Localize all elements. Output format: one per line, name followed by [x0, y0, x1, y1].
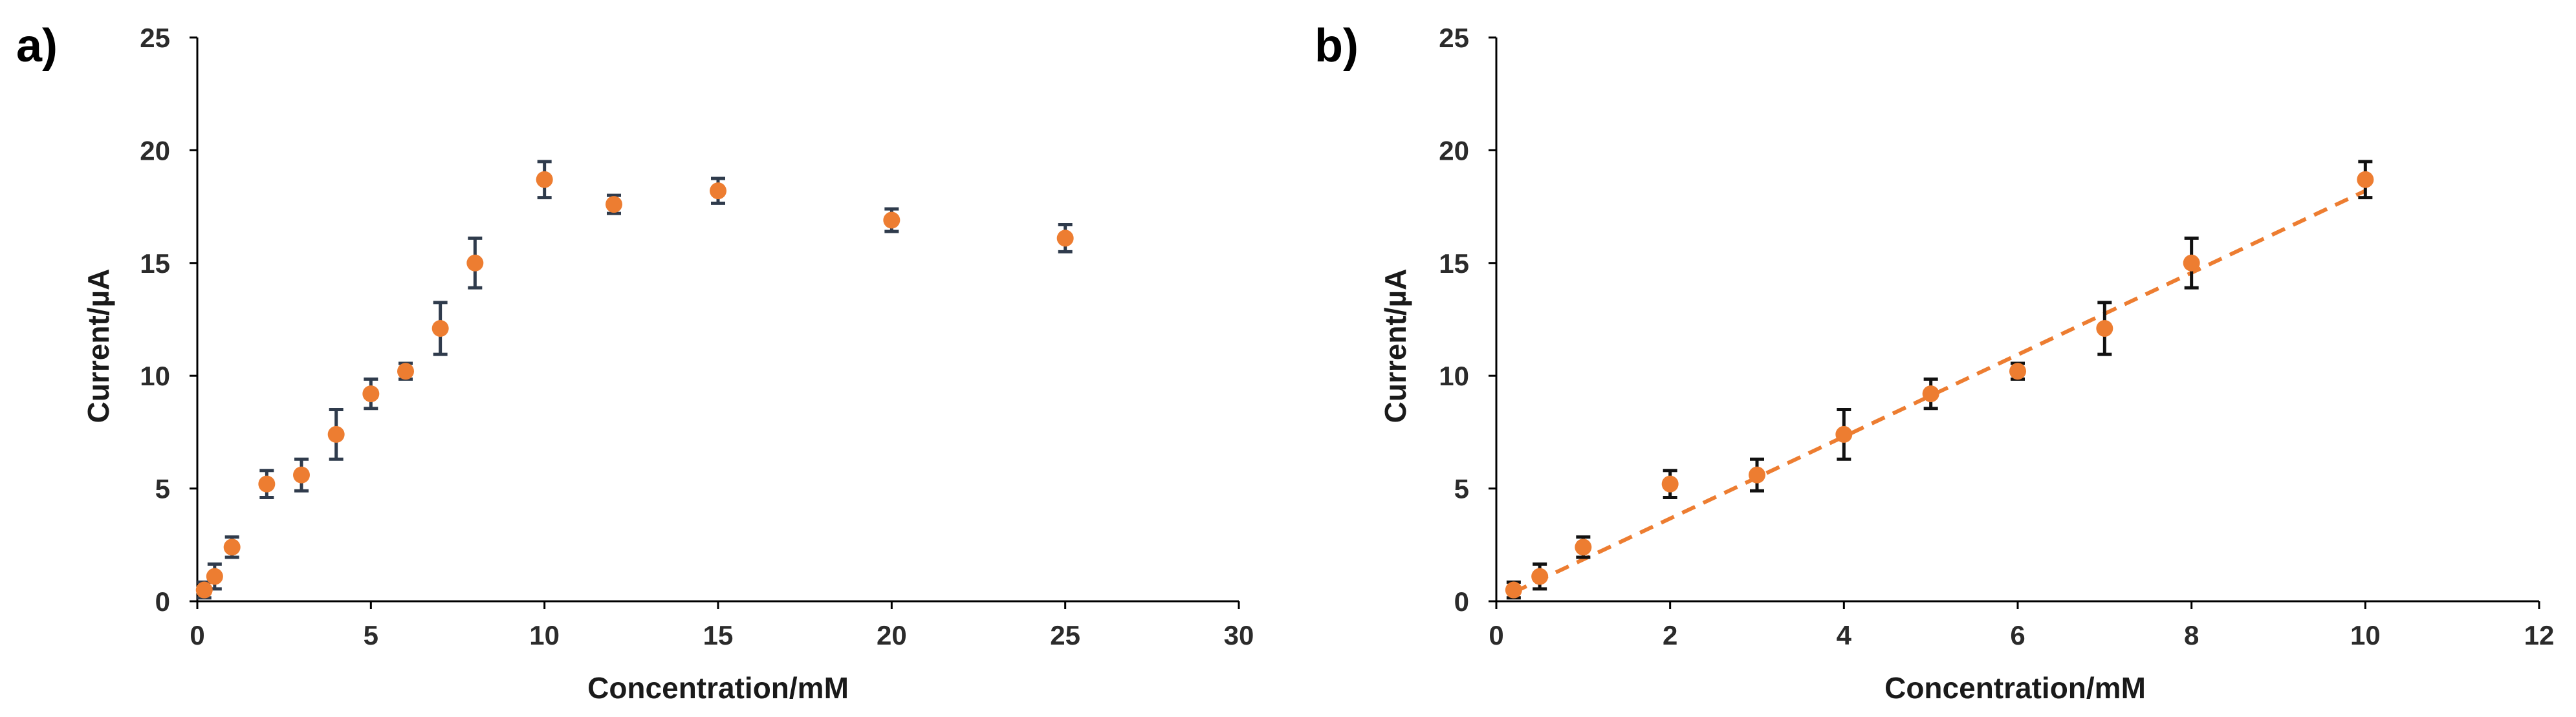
chart-panel-b: b) Current/µA Concentration/mM 051015202…	[1315, 20, 2554, 705]
data-point	[2183, 254, 2200, 272]
y-tick-label: 25	[140, 23, 170, 53]
data-point	[1505, 581, 1522, 599]
y-tick-label: 25	[1439, 23, 1469, 53]
panel-label: a)	[16, 20, 58, 72]
y-tick-label: 0	[155, 586, 170, 617]
x-tick-label: 25	[1050, 620, 1080, 650]
data-point	[397, 363, 414, 380]
chart-panel-a: a) Current/µA Concentration/mM 0 5 10 15 20 2…	[16, 20, 1254, 705]
x-tick-label: 10	[529, 620, 560, 650]
y-tick-label: 5	[155, 474, 170, 504]
data-point	[195, 581, 213, 599]
data-point	[1575, 539, 1592, 556]
data-point	[1922, 385, 1939, 403]
data-point	[2009, 363, 2026, 380]
data-point	[258, 475, 276, 493]
x-tick-label: 6	[2010, 620, 2025, 650]
panel-label: b)	[1315, 20, 1359, 72]
data-point	[293, 466, 310, 484]
plot-area: 0 5 10 15 20 25 0 2 4 6 8 10 12	[1439, 23, 2554, 650]
data-point	[710, 182, 726, 200]
data-point	[466, 254, 484, 272]
data-point	[2096, 319, 2113, 337]
y-tick-label: 5	[1454, 474, 1469, 504]
data-point	[1749, 466, 1765, 484]
x-tick-label: 5	[364, 620, 378, 650]
y-axis-title: Current/µA	[82, 269, 115, 423]
plot-area: 0 5 10 15 20 25 0 5 10 15 20 25 30	[140, 23, 1254, 650]
data-point	[1531, 568, 1549, 585]
data-point	[2357, 171, 2374, 188]
data-point	[536, 171, 553, 188]
y-tick-label: 10	[140, 361, 170, 391]
x-tick-label: 15	[703, 620, 734, 650]
data-point	[1056, 230, 1074, 247]
x-axis-title: Concentration/mM	[587, 671, 849, 705]
y-tick-label: 10	[1439, 361, 1469, 391]
data-point	[1835, 425, 1853, 443]
data-point	[606, 196, 622, 213]
x-tick-label: 12	[2524, 620, 2555, 650]
data-point	[883, 211, 901, 229]
x-tick-label: 8	[2184, 620, 2199, 650]
x-tick-label: 20	[877, 620, 907, 650]
y-tick-label: 15	[1439, 248, 1469, 279]
data-point	[206, 568, 223, 585]
y-tick-label: 0	[1454, 586, 1469, 617]
y-tick-label: 15	[140, 248, 170, 279]
data-point	[223, 539, 241, 556]
data-point	[1661, 475, 1679, 493]
x-tick-label: 0	[1489, 620, 1503, 650]
data-point	[362, 385, 380, 403]
data-point	[327, 425, 345, 443]
x-tick-label: 4	[1837, 620, 1852, 650]
x-axis-title: Concentration/mM	[1884, 671, 2146, 705]
y-axis-title: Current/µA	[1379, 269, 1412, 423]
x-tick-label: 0	[190, 620, 204, 650]
trendline	[1512, 189, 2366, 594]
y-tick-label: 20	[140, 135, 170, 166]
x-tick-label: 2	[1663, 620, 1677, 650]
x-tick-label: 10	[2350, 620, 2381, 650]
x-tick-label: 30	[1224, 620, 1254, 650]
data-point	[431, 319, 449, 337]
y-tick-label: 20	[1439, 135, 1469, 166]
